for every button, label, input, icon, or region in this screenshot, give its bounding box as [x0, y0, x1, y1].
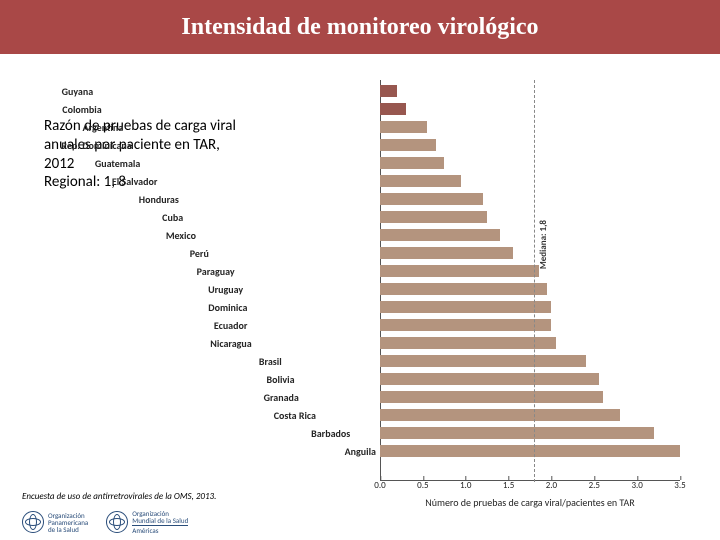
bar-label: Mexico — [166, 229, 196, 242]
bar-label: El Salvador — [112, 175, 158, 188]
logos-row: Organización Panamericana de la Salud Or… — [22, 510, 188, 534]
bar-row: Brasil — [380, 354, 586, 368]
x-tick: 3.0 — [631, 480, 642, 491]
page-title: Intensidad de monitoreo virológico — [181, 14, 538, 41]
bar — [380, 121, 427, 133]
bar-label: Guyana — [62, 85, 94, 98]
title-bar: Intensidad de monitoreo virológico — [0, 0, 720, 54]
bar — [380, 409, 620, 421]
bar-label: Paraguay — [197, 265, 235, 278]
bar-label: Guatemala — [95, 157, 140, 170]
bar-row: Mexico — [380, 228, 500, 242]
x-axis-title: Número de pruebas de carga viral/pacient… — [380, 496, 680, 509]
bar-row: Argentina — [380, 120, 427, 134]
bar — [380, 373, 599, 385]
bar — [380, 103, 406, 115]
bar — [380, 247, 513, 259]
bar — [380, 157, 444, 169]
plot-area: Guyana Colombia Argentina Rep. Dominicana Gu… — [380, 80, 680, 480]
bar-row: Guatemala — [380, 156, 444, 170]
bar-row: Uruguay — [380, 282, 547, 296]
median-line — [534, 80, 535, 482]
bar-row: Perú — [380, 246, 513, 260]
x-tick: 0.0 — [374, 480, 385, 491]
bar — [380, 445, 680, 457]
bar-row: Cuba — [380, 210, 487, 224]
bar-row: El Salvador — [380, 174, 461, 188]
logo1-line3: de la Salud — [48, 526, 88, 533]
citation-text: Encuesta de uso de antirretrovirales de … — [22, 491, 216, 502]
bar-row: Barbados — [380, 426, 654, 440]
bar — [380, 427, 654, 439]
bar-row: Ecuador — [380, 318, 551, 332]
bar-row: Honduras — [380, 192, 483, 206]
bar-chart: Guyana Colombia Argentina Rep. Dominicana Gu… — [300, 80, 700, 522]
x-tick: 1.5 — [503, 480, 514, 491]
bar — [380, 301, 551, 313]
bar-row: Bolivia — [380, 372, 599, 386]
bar-label: Nicaragua — [210, 337, 251, 350]
bar — [380, 265, 539, 277]
bar-row: Dominica — [380, 300, 551, 314]
bar — [380, 193, 483, 205]
bar-row: Costa Rica — [380, 408, 620, 422]
bar-label: Granada — [264, 391, 299, 404]
bar-row: Nicaragua — [380, 336, 556, 350]
bar-label: Bolivia — [267, 373, 295, 386]
logo2-line3: Américas — [132, 525, 188, 534]
bar-label: Barbados — [311, 427, 350, 440]
logo2-line2: Mundial de la Salud — [132, 517, 188, 524]
bar-row: Granada — [380, 390, 603, 404]
bar-label: Costa Rica — [274, 409, 316, 422]
bar-label: Cuba — [162, 211, 183, 224]
x-tick: 2.5 — [589, 480, 600, 491]
bar — [380, 175, 461, 187]
bar-label: Dominica — [208, 301, 247, 314]
globe-icon — [106, 511, 128, 533]
globe-icon — [22, 511, 44, 533]
x-tick: 2.0 — [546, 480, 557, 491]
bar-row: Guyana — [380, 84, 397, 98]
bar-label: Rep. Dominicana — [61, 139, 131, 152]
bar-row: Paraguay — [380, 264, 539, 278]
bar — [380, 391, 603, 403]
bar-label: Brasil — [259, 355, 282, 368]
x-tick: 0.5 — [417, 480, 428, 491]
bar — [380, 229, 500, 241]
bar-label: Colombia — [62, 103, 101, 116]
bar-row: Anguila — [380, 444, 680, 458]
bar — [380, 85, 397, 97]
bar-label: Honduras — [139, 193, 179, 206]
bar — [380, 283, 547, 295]
bar-label: Anguila — [345, 445, 376, 458]
bar — [380, 211, 487, 223]
bar-label: Perú — [190, 247, 209, 260]
median-label: Mediana: 1,8 — [538, 220, 549, 269]
logo-who: Organización Mundial de la Salud América… — [106, 510, 188, 534]
bar — [380, 319, 551, 331]
bar-label: Ecuador — [214, 319, 248, 332]
bar — [380, 355, 586, 367]
bar-row: Rep. Dominicana — [380, 138, 436, 152]
logo-paho: Organización Panamericana de la Salud — [22, 510, 88, 534]
bar-label: Uruguay — [208, 283, 243, 296]
bar-label: Argentina — [83, 121, 124, 134]
bar — [380, 139, 436, 151]
x-tick: 1.0 — [460, 480, 471, 491]
bar — [380, 337, 556, 349]
bar-row: Colombia — [380, 102, 406, 116]
x-tick: 3.5 — [674, 480, 685, 491]
